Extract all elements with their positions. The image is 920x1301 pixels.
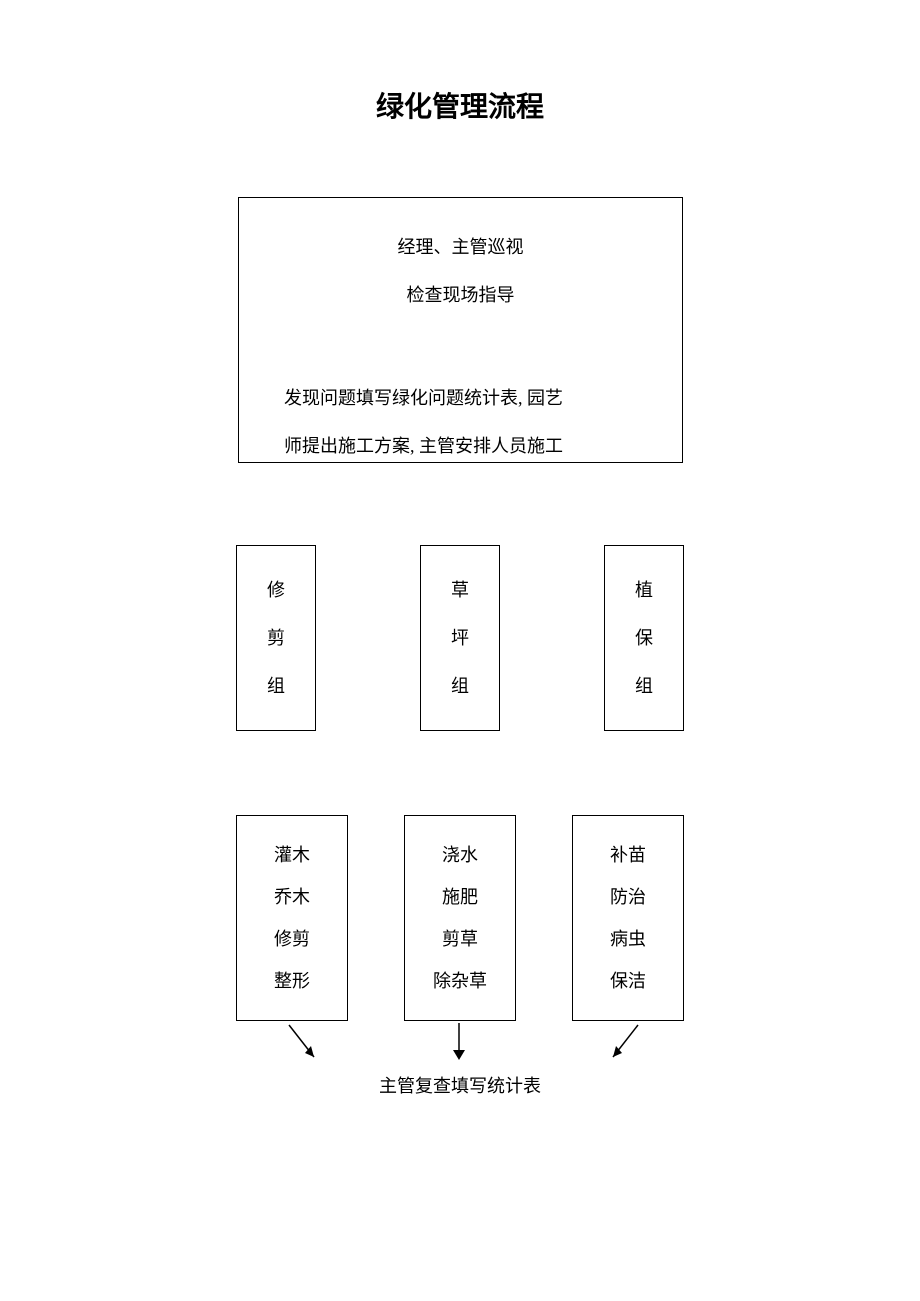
main-process-box: 经理、主管巡视 检查现场指导 发现问题填写绿化问题统计表, 园艺 师提出施工方案… xyxy=(238,197,683,463)
main-line-2: 检查现场指导 xyxy=(254,271,667,319)
task-row: 灌木 乔木 修剪 整形 浇水 施肥 剪草 除杂草 补苗 防治 病虫 保洁 xyxy=(236,815,684,1021)
task-line: 修剪 xyxy=(237,918,347,960)
group-char: 草 xyxy=(421,566,499,614)
main-line-1: 经理、主管巡视 xyxy=(254,223,667,271)
main-line-4: 师提出施工方案, 主管安排人员施工 xyxy=(254,422,667,470)
arrow-center-icon xyxy=(444,1020,474,1065)
task-line: 剪草 xyxy=(405,918,515,960)
task-line: 施肥 xyxy=(405,876,515,918)
task-line: 防治 xyxy=(573,876,683,918)
spacer xyxy=(254,319,667,374)
task-line: 灌木 xyxy=(237,834,347,876)
group-char: 剪 xyxy=(237,614,315,662)
page-title: 绿化管理流程 xyxy=(0,85,920,125)
group-char: 植 xyxy=(605,566,683,614)
task-line: 补苗 xyxy=(573,834,683,876)
group-char: 组 xyxy=(421,662,499,710)
group-row: 修 剪 组 草 坪 组 植 保 组 xyxy=(236,545,684,731)
task-box-lawn: 浇水 施肥 剪草 除杂草 xyxy=(404,815,516,1021)
arrow-right-icon xyxy=(596,1020,646,1065)
final-step-text: 主管复查填写统计表 xyxy=(0,1072,920,1098)
group-box-lawn: 草 坪 组 xyxy=(420,545,500,731)
task-line: 保洁 xyxy=(573,960,683,1002)
arrows-container xyxy=(236,1020,684,1070)
task-line: 病虫 xyxy=(573,918,683,960)
task-box-plant-protection: 补苗 防治 病虫 保洁 xyxy=(572,815,684,1021)
main-line-3: 发现问题填写绿化问题统计表, 园艺 xyxy=(254,374,667,422)
group-char: 修 xyxy=(237,566,315,614)
task-line: 整形 xyxy=(237,960,347,1002)
group-box-plant-protection: 植 保 组 xyxy=(604,545,684,731)
task-line: 浇水 xyxy=(405,834,515,876)
group-char: 组 xyxy=(605,662,683,710)
group-char: 坪 xyxy=(421,614,499,662)
group-box-pruning: 修 剪 组 xyxy=(236,545,316,731)
arrow-left-icon xyxy=(281,1020,331,1065)
group-char: 组 xyxy=(237,662,315,710)
task-line: 乔木 xyxy=(237,876,347,918)
group-char: 保 xyxy=(605,614,683,662)
task-box-pruning: 灌木 乔木 修剪 整形 xyxy=(236,815,348,1021)
task-line: 除杂草 xyxy=(405,960,515,1002)
